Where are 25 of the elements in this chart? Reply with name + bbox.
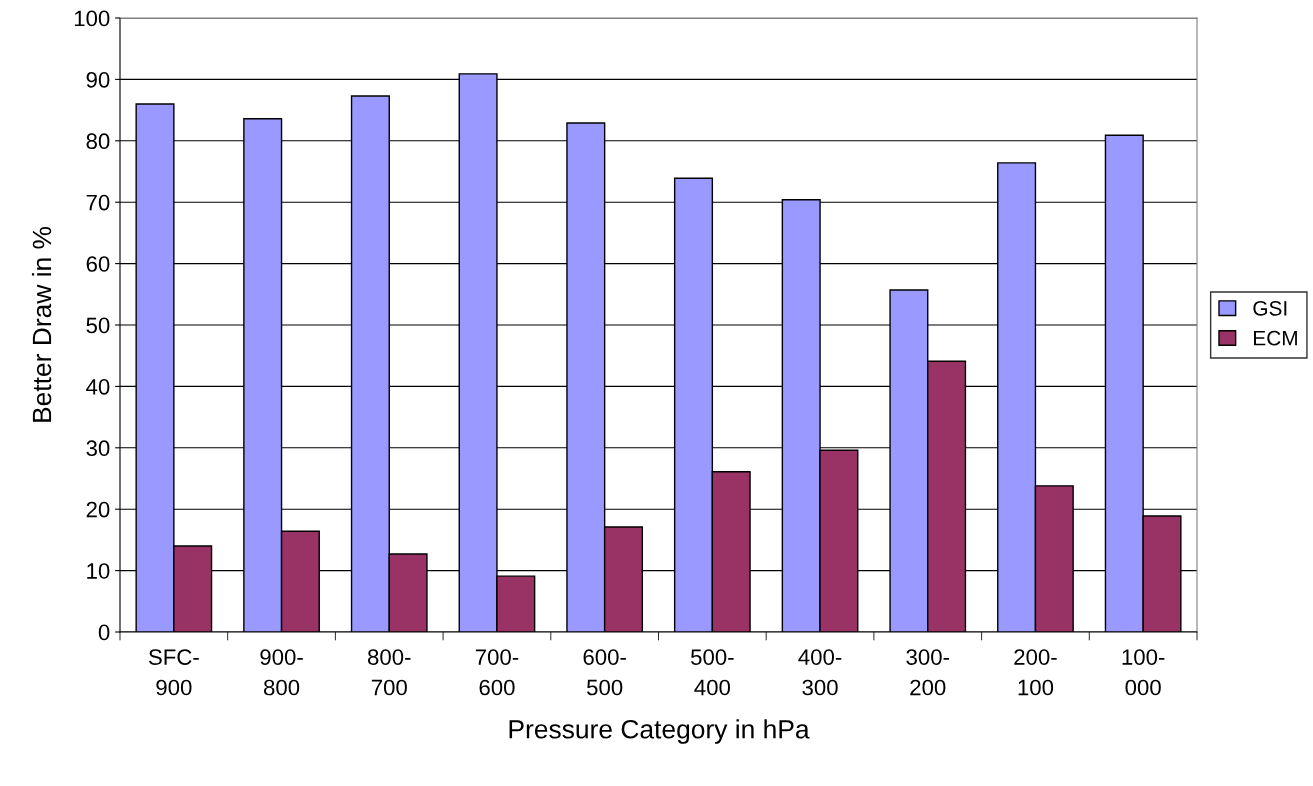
y-tick-label: 90: [86, 71, 110, 88]
x-tick-label: 600- 500: [583, 649, 626, 696]
y-tick-label: 30: [86, 440, 110, 457]
x-tick-label: 100- 000: [1122, 649, 1165, 696]
x-tick-label: 800- 700: [367, 649, 411, 696]
y-tick-label: 60: [86, 256, 110, 272]
x-tick-label: 300- 200: [906, 649, 949, 696]
y-tick-label: 50: [86, 317, 110, 334]
y-tick-label: 40: [86, 378, 110, 395]
y-tick-label: 70: [86, 194, 110, 211]
x-tick-label: SFC- 900: [148, 649, 199, 696]
legend-label: ECM: [1254, 330, 1297, 346]
y-tick-label: 0: [98, 624, 110, 641]
y-tick-label: 10: [87, 563, 110, 579]
legend-label: GSI: [1253, 300, 1287, 316]
y-tick-label: 20: [86, 501, 110, 518]
x-tick-label: 700- 600: [475, 649, 519, 696]
y-axis-title: Better Draw in %: [31, 226, 52, 422]
x-tick-label: 900- 800: [260, 649, 303, 696]
x-tick-label: 500- 400: [691, 649, 734, 696]
x-tick-label: 400- 300: [798, 649, 842, 696]
y-tick-label: 100: [74, 10, 110, 27]
x-axis-title: Pressure Category in hPa: [509, 719, 810, 744]
y-tick-label: 80: [86, 133, 110, 150]
x-tick-label: 200- 100: [1014, 649, 1057, 696]
